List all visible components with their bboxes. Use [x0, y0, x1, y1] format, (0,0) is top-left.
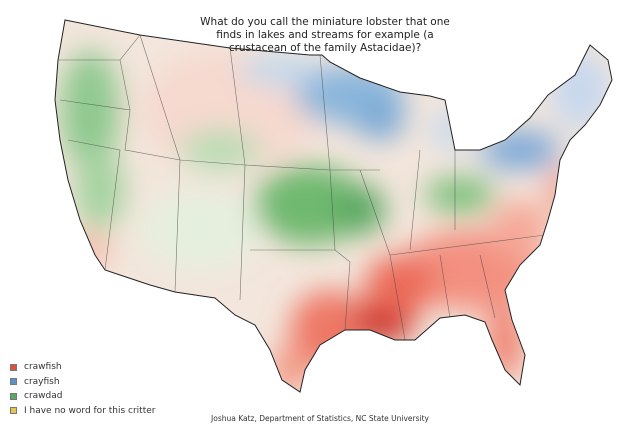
legend-item-crayfish: crayfish — [10, 375, 155, 390]
legend-item-no-word: I have no word for this critter — [10, 404, 155, 419]
legend-label: crawdad — [24, 391, 63, 402]
legend-item-crawfish: crawfish — [10, 360, 155, 375]
legend-swatch — [10, 407, 17, 415]
credit: Joshua Katz, Department of Statistics, N… — [211, 414, 429, 423]
legend-label: crayfish — [24, 376, 60, 387]
legend: crawfish crayfish crawdad I have no word… — [10, 360, 155, 418]
legend-swatch — [10, 378, 17, 386]
map-title: What do you call the miniature lobster t… — [200, 16, 450, 54]
legend-label: I have no word for this critter — [24, 405, 156, 416]
legend-swatch — [10, 392, 17, 400]
legend-item-crawdad: crawdad — [10, 389, 155, 404]
legend-swatch — [10, 363, 17, 371]
legend-label: crawfish — [24, 362, 62, 373]
